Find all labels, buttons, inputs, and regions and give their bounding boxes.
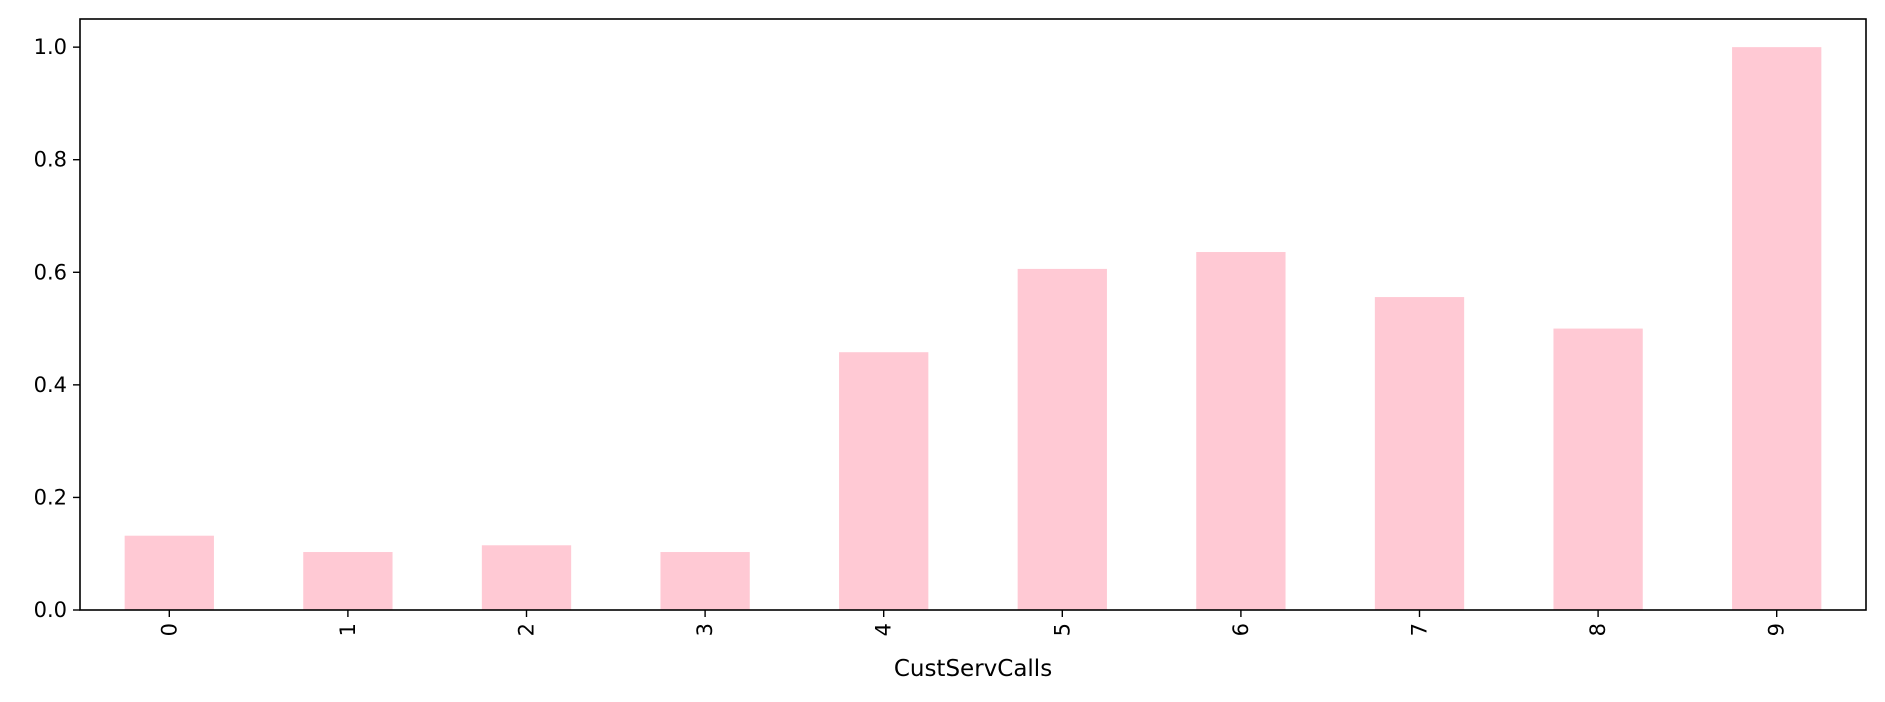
- x-axis-label: CustServCalls: [894, 656, 1052, 682]
- bar-8: [1553, 328, 1643, 610]
- bar-0: [124, 535, 214, 610]
- y-tick-label: 0.4: [34, 373, 67, 397]
- y-tick-label: 0.2: [34, 485, 67, 509]
- bar-7: [1374, 297, 1465, 610]
- x-tick-label: 2: [515, 623, 539, 636]
- bar-6: [1196, 252, 1286, 610]
- x-axis-ticks: 0 1 2 3 4 5 6 7 8 9: [157, 610, 1789, 636]
- x-tick-label: 3: [693, 623, 717, 636]
- x-tick-label: 9: [1765, 623, 1789, 636]
- y-tick-label: 0.8: [34, 148, 67, 172]
- bar-3: [660, 552, 750, 610]
- x-tick-label: 8: [1586, 623, 1610, 636]
- bar-5: [1017, 268, 1107, 610]
- x-tick-label: 5: [1050, 623, 1074, 636]
- bars-group: [124, 47, 1822, 610]
- y-axis-ticks: 0.0 0.2 0.4 0.6 0.8 1.0: [34, 35, 80, 622]
- bar-9: [1732, 47, 1822, 610]
- bar-4: [839, 352, 929, 610]
- x-tick-label: 4: [872, 623, 896, 636]
- x-tick-label: 6: [1229, 623, 1253, 636]
- plot-frame: [79, 18, 1867, 611]
- x-tick-label: 7: [1408, 623, 1432, 636]
- x-tick-label: 0: [157, 623, 181, 636]
- y-tick-label: 0.0: [34, 598, 67, 622]
- y-tick-label: 1.0: [34, 35, 67, 59]
- x-tick-label: 1: [336, 623, 360, 636]
- y-tick-label: 0.6: [34, 260, 67, 284]
- bar-2: [481, 545, 572, 610]
- bar-1: [303, 552, 393, 610]
